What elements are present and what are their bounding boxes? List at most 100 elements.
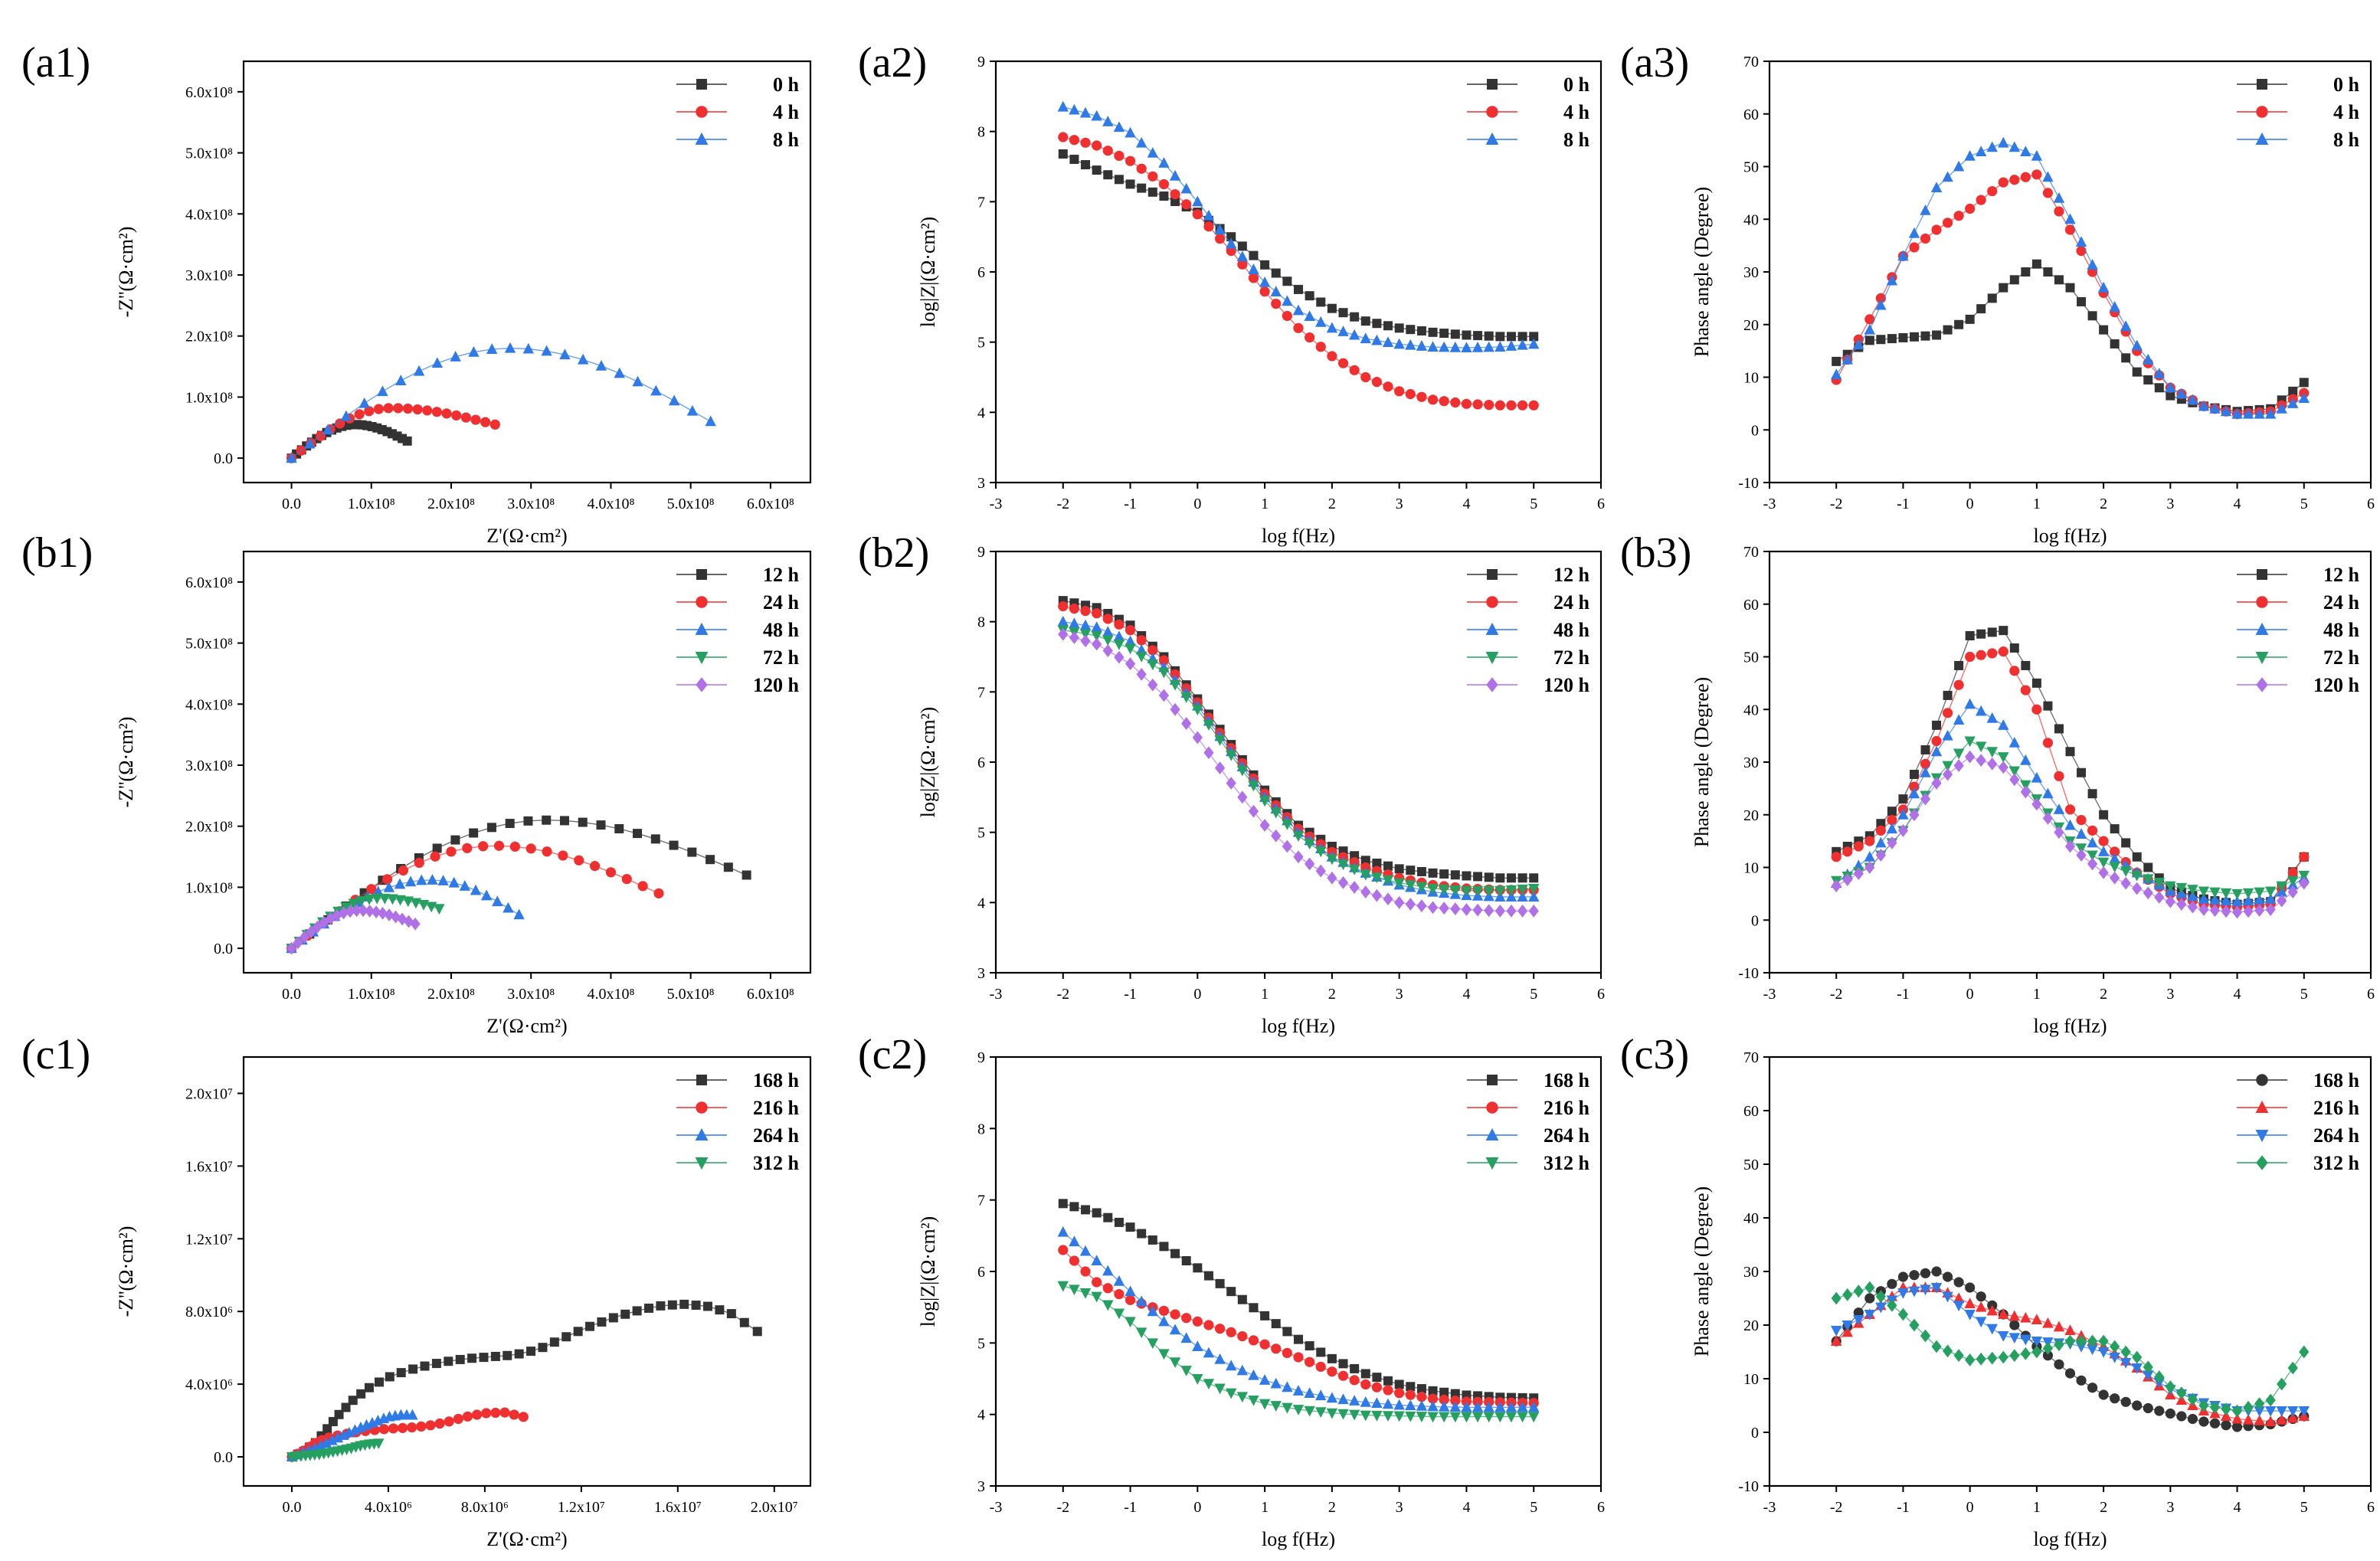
y-tick-label: 70 (1743, 544, 1759, 561)
data-point (1909, 770, 1919, 780)
data-point (2031, 678, 2041, 688)
data-point (2065, 283, 2075, 293)
data-point (2254, 1406, 2265, 1417)
data-point (1920, 331, 1930, 341)
data-point (2165, 1408, 2175, 1419)
legend-label: 168 h (753, 1069, 800, 1091)
data-point (1337, 1409, 1349, 1420)
y-axis-title: -Z''(Ω·cm²) (115, 1226, 137, 1317)
data-point (2008, 736, 2021, 748)
data-point (1987, 185, 1998, 197)
data-point (1528, 904, 1539, 918)
x-tick-label: 3 (1396, 1499, 1403, 1516)
x-tick-label: -3 (1763, 496, 1776, 512)
data-point (2064, 213, 2076, 224)
data-point (1986, 141, 1998, 152)
data-point (1203, 720, 1215, 731)
data-point (384, 908, 394, 921)
data-point (1986, 1324, 1998, 1335)
data-point (1226, 1360, 1237, 1371)
data-point (348, 1396, 358, 1406)
y-tick-label: 4.0x10⁸ (185, 696, 233, 713)
data-point (2187, 1413, 2198, 1425)
legend-label: 120 h (2313, 674, 2360, 696)
data-point (1953, 1292, 1965, 1303)
data-point (1405, 898, 1416, 911)
data-point (573, 1327, 583, 1337)
data-point (2265, 903, 2276, 916)
x-axis-title: Z'(Ω·cm²) (486, 1015, 567, 1037)
data-point (396, 1368, 406, 1378)
data-point (2076, 849, 2087, 862)
data-point (2098, 1389, 2109, 1400)
data-point (614, 367, 625, 378)
data-point (1271, 1343, 1282, 1354)
data-point (686, 404, 699, 416)
data-point (1259, 796, 1271, 807)
data-point (1472, 399, 1483, 410)
data-point (459, 880, 471, 891)
data-point (390, 910, 401, 924)
panel-a2: (a2) -3 -2 -1 0 1 2 3 4 5 6 3 4 5 6 7 8 9 log f(Hz) log|Z|(… (858, 39, 1605, 547)
legend: 0 h 4 h 8 h (676, 74, 800, 151)
series-line (291, 845, 660, 949)
y-tick-label: 4 (977, 1407, 985, 1424)
data-point (1932, 330, 1942, 340)
legend-marker (1487, 569, 1498, 580)
data-point (1259, 286, 1270, 297)
series-line (1062, 1249, 1534, 1404)
data-point (1954, 660, 1964, 670)
x-axis-title: log f(Hz) (1262, 525, 1335, 547)
data-point (1327, 351, 1337, 362)
data-point (1405, 1411, 1416, 1422)
y-tick-label: 50 (1743, 159, 1759, 176)
y-tick-label: 9 (977, 1049, 985, 1066)
series-line (291, 819, 747, 949)
data-point (1920, 792, 1931, 806)
data-point (1249, 250, 1259, 260)
x-tick-label: 2.0x10⁸ (427, 496, 475, 512)
data-point (1326, 854, 1338, 866)
data-point (341, 1402, 351, 1412)
data-point (1517, 904, 1528, 918)
y-tick-label: 60 (1743, 106, 1759, 123)
data-point (2254, 1415, 2265, 1425)
data-point (1305, 1341, 1314, 1351)
data-point (335, 418, 345, 429)
x-tick-label: 2 (2100, 986, 2107, 1003)
data-point (669, 840, 679, 850)
data-point (455, 1354, 465, 1364)
data-point (1102, 1300, 1114, 1311)
data-point (509, 1409, 519, 1420)
x-tick-label: -1 (1124, 986, 1137, 1003)
data-point (1394, 323, 1404, 333)
data-point (2077, 296, 2087, 306)
data-point (2098, 836, 2109, 846)
data-point (2087, 789, 2097, 799)
data-point (1170, 1309, 1180, 1320)
data-point (2254, 894, 2265, 905)
data-point (1494, 341, 1506, 352)
data-point (1864, 1293, 1875, 1304)
x-tick-label: 3.0x10⁸ (507, 986, 555, 1003)
data-point (2042, 1350, 2054, 1361)
y-tick-label: 0.0 (214, 450, 233, 467)
data-point (1439, 869, 1449, 879)
data-point (1528, 338, 1540, 349)
data-point (407, 1422, 417, 1433)
data-point (1506, 400, 1517, 411)
legend-label: 4 h (773, 101, 800, 123)
data-point (490, 1351, 500, 1361)
data-point (2254, 407, 2265, 419)
series-0h (286, 420, 412, 463)
data-point (1292, 831, 1305, 843)
data-point (1316, 1347, 1326, 1357)
data-point (1450, 1389, 1460, 1399)
data-point (1416, 882, 1428, 893)
data-point (1964, 736, 1976, 748)
y-tick-label: 70 (1743, 1049, 1759, 1066)
data-point (1125, 657, 1136, 671)
data-point (1416, 867, 1426, 876)
data-point (1125, 625, 1136, 636)
data-point (1214, 761, 1226, 775)
